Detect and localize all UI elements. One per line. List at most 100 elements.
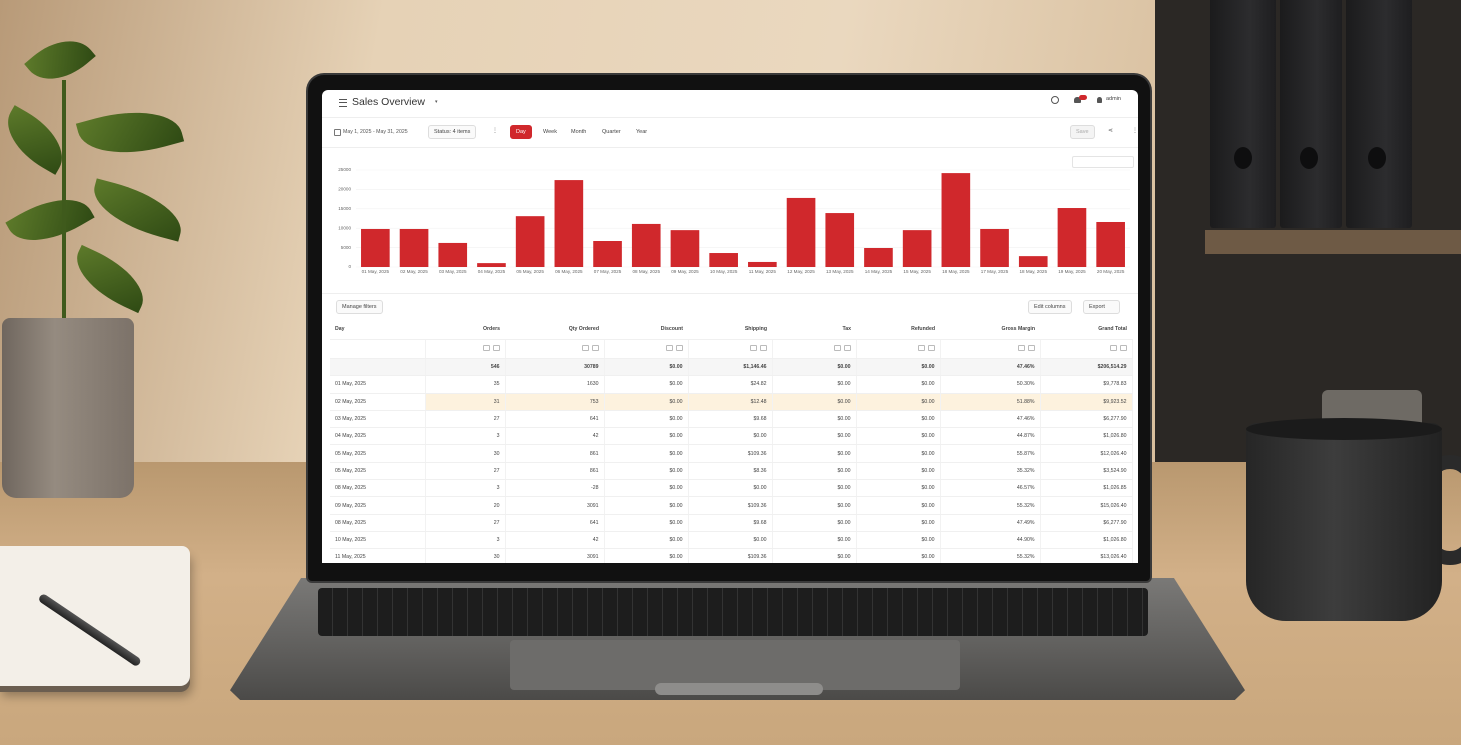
page-title[interactable]: Sales Overview	[352, 96, 425, 108]
toggle-icon[interactable]	[581, 345, 589, 351]
value-cell: 44.90%	[940, 531, 1041, 550]
toggle-icon[interactable]	[482, 345, 490, 351]
toggle-icon[interactable]	[927, 345, 935, 351]
toggle-cell	[940, 339, 1041, 359]
column-header[interactable]: Tax	[772, 319, 856, 340]
value-cell: 753	[505, 393, 605, 411]
bar	[554, 180, 584, 267]
column-header[interactable]: Shipping	[688, 319, 772, 340]
menu-icon[interactable]	[339, 99, 347, 107]
data-row[interactable]: 05 May, 2025 27 861 $0.00 $8.36 $0.00 $0.00 35.…	[330, 462, 1133, 481]
value-cell: $0.00	[772, 531, 857, 550]
toggle-icon[interactable]	[833, 345, 841, 351]
value-cell: $8.36	[688, 462, 773, 481]
value-cell: $1,026.80	[1040, 427, 1133, 446]
value-cell: $0.00	[772, 496, 857, 515]
toggle-icon[interactable]	[1017, 345, 1025, 351]
data-row[interactable]: 04 May, 2025 3 42 $0.00 $0.00 $0.00 $0.00 44.87…	[330, 427, 1133, 446]
save-button[interactable]: Save	[1070, 125, 1095, 139]
toggle-cell	[856, 339, 941, 359]
value-cell: $0.00	[856, 548, 941, 563]
data-row[interactable]: 08 May, 2025 3 -28 $0.00 $0.00 $0.00 $0.00 46.5…	[330, 479, 1133, 498]
column-header[interactable]: Refunded	[856, 319, 940, 340]
value-cell: $0.00	[772, 427, 857, 446]
value-cell: $0.00	[604, 444, 689, 463]
value-cell: 51.88%	[940, 393, 1041, 411]
value-cell: $9.68	[688, 514, 773, 532]
value-cell: -28	[505, 479, 605, 498]
search-icon[interactable]	[1051, 96, 1059, 104]
more-icon[interactable]: ⋮	[492, 128, 498, 134]
toggle-icon[interactable]	[665, 345, 673, 351]
toggle-icon[interactable]	[1109, 345, 1117, 351]
data-row[interactable]: 03 May, 2025 27 641 $0.00 $9.68 $0.00 $0.00 47.…	[330, 410, 1133, 429]
value-cell: $9,923.52	[1040, 393, 1133, 411]
column-header[interactable]: Gross Margin	[940, 319, 1040, 340]
data-row[interactable]: 01 May, 2025 35 1630 $0.00 $24.82 $0.00 $0.00 5…	[330, 375, 1133, 394]
toggle-icon[interactable]	[492, 345, 500, 351]
toggle-icon[interactable]	[917, 345, 925, 351]
status-filter[interactable]: Status: 4 items	[428, 125, 477, 139]
value-cell: $109.36	[688, 548, 773, 563]
bar	[361, 228, 390, 267]
period-tab[interactable]: Year	[630, 125, 654, 139]
data-row[interactable]: 05 May, 2025 30 861 $0.00 $109.36 $0.00 $0.00 5…	[330, 444, 1133, 463]
toggle-cell	[505, 339, 605, 359]
user-name[interactable]: admin	[1106, 96, 1121, 102]
bar	[902, 230, 932, 267]
value-cell: 30	[425, 548, 506, 563]
binder-hole	[1234, 147, 1252, 169]
column-header[interactable]: Day	[330, 319, 425, 340]
column-header[interactable]: Grand Total	[1040, 319, 1132, 340]
binder-hole	[1300, 147, 1318, 169]
bell-icon[interactable]	[1074, 97, 1081, 103]
totals-row: 546 30789 $0.00 $1,146.46 $0.00 $0.00 47.46% $2…	[330, 358, 1133, 377]
more-icon[interactable]: ⋮	[1132, 128, 1138, 134]
column-header[interactable]: Orders	[425, 319, 505, 340]
value-cell: 55.87%	[940, 444, 1041, 463]
divider	[322, 147, 1138, 148]
edit-columns-button[interactable]: Edit columns	[1028, 300, 1072, 314]
menu-icon-bar	[339, 101, 347, 103]
total-cell: 30789	[505, 358, 605, 377]
data-row[interactable]: 09 May, 2025 20 3091 $0.00 $109.36 $0.00 $0.00…	[330, 496, 1133, 515]
day-cell: 05 May, 2025	[330, 444, 426, 463]
export-button[interactable]: Export	[1083, 300, 1120, 314]
chart-view-switch[interactable]	[1072, 156, 1134, 168]
x-tick-label: 11 May, 2025	[749, 269, 777, 274]
column-header[interactable]: Discount	[604, 319, 688, 340]
period-tab[interactable]: Week	[537, 125, 563, 139]
data-row[interactable]: 08 May, 2025 27 641 $0.00 $9.68 $0.00 $0.00 47.…	[330, 514, 1133, 532]
data-row[interactable]: 11 May, 2025 30 3091 $0.00 $109.36 $0.00 $0.00…	[330, 548, 1133, 563]
column-header[interactable]: Qty Ordered	[505, 319, 604, 340]
value-cell: 641	[505, 514, 605, 532]
data-row[interactable]: 10 May, 2025 3 42 $0.00 $0.00 $0.00 $0.00 44.90…	[330, 531, 1133, 550]
toggle-cell	[330, 339, 426, 359]
bar	[825, 213, 855, 267]
table: Day Orders Qty Ordered Discount Shipping Tax R…	[330, 319, 1133, 563]
period-tab[interactable]: Month	[565, 125, 593, 139]
period-tab[interactable]: Day	[510, 125, 532, 139]
toggle-icon[interactable]	[591, 345, 599, 351]
bar	[1057, 208, 1087, 267]
day-cell: 10 May, 2025	[330, 531, 426, 550]
toggle-icon[interactable]	[1027, 345, 1035, 351]
date-range[interactable]: May 1, 2025 - May 31, 2025	[343, 129, 408, 135]
x-tick-label: 20 May, 2025	[1097, 269, 1125, 274]
value-cell: $0.00	[772, 410, 857, 429]
toggle-icon[interactable]	[749, 345, 757, 351]
toggle-icon[interactable]	[843, 345, 851, 351]
period-tab[interactable]: Quarter	[596, 125, 627, 139]
share-icon[interactable]: ⋖	[1108, 128, 1114, 134]
manage-filters-button[interactable]: Manage filters	[336, 300, 383, 314]
value-cell: 46.57%	[940, 479, 1041, 498]
data-row[interactable]: 02 May, 2025 31 753 $0.00 $12.48 $0.00 $0.00 51…	[330, 393, 1133, 411]
toggle-icon[interactable]	[759, 345, 767, 351]
value-cell: $0.00	[604, 514, 689, 532]
value-cell: 50.30%	[940, 375, 1041, 394]
toggle-icon[interactable]	[675, 345, 683, 351]
value-cell: 47.46%	[940, 410, 1041, 429]
toggle-icon[interactable]	[1119, 345, 1127, 351]
shelf-board	[1205, 230, 1461, 254]
value-cell: 861	[505, 462, 605, 481]
